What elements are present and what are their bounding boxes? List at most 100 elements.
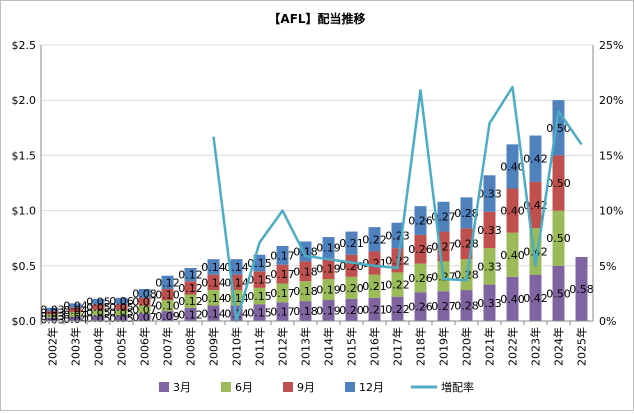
bar-data-label: 0.22	[385, 279, 410, 292]
bar-segment	[138, 305, 151, 314]
bar-segment	[253, 271, 266, 288]
bar-segment	[575, 256, 588, 321]
bar-segment	[276, 245, 289, 265]
legend-item: 増配率	[411, 380, 474, 394]
bar-segment	[253, 304, 266, 321]
bar-data-label: 0.28	[454, 300, 479, 313]
bar-segment	[276, 283, 289, 303]
bar-segment	[46, 307, 59, 312]
x-tick-label: 2013年	[299, 327, 313, 366]
bar-segment	[69, 303, 82, 308]
bar-data-label: 0.05	[86, 301, 111, 314]
bar-data-label: 0.28	[454, 238, 479, 251]
bar-segment	[483, 211, 496, 249]
bar-segment	[69, 312, 82, 317]
bar-data-label: 0.15	[247, 274, 272, 287]
y-left-tick-label: $0.0	[12, 315, 37, 328]
bar-data-label: 0.18	[293, 305, 318, 318]
bar-segment	[115, 315, 128, 321]
bar-data-label: 0.42	[523, 153, 548, 166]
bar-data-label: 0.42	[523, 245, 548, 258]
bar-data-label: 0.03	[40, 313, 65, 326]
x-tick-label: 2005年	[115, 327, 129, 366]
bar-segment	[506, 188, 519, 233]
bar-segment	[529, 135, 542, 182]
legend-swatch	[283, 382, 293, 392]
bar-segment	[345, 231, 358, 255]
x-tick-label: 2008年	[184, 327, 198, 366]
bar-segment	[414, 292, 427, 321]
bar-data-label: 0.09	[155, 310, 180, 323]
bar-data-label: 0.28	[454, 207, 479, 220]
bar-data-label: 0.17	[270, 287, 295, 300]
bar-data-label: 0.17	[270, 306, 295, 319]
bar-segment	[345, 254, 358, 277]
bar-segment	[506, 276, 519, 321]
bar-segment	[529, 181, 542, 229]
x-tick-label: 2009年	[207, 327, 221, 366]
bar-segment	[414, 206, 427, 235]
bar-data-label: 0.40	[500, 205, 525, 218]
bar-data-label: 0.23	[385, 229, 410, 242]
bar-data-label: 0.26	[408, 272, 433, 285]
bar-data-label: 0.17	[270, 268, 295, 281]
x-tick-label: 2012年	[276, 327, 290, 366]
bar-segment	[552, 265, 565, 321]
bar-segment	[161, 275, 174, 289]
bar-segment	[529, 228, 542, 275]
bar-segment	[207, 305, 220, 321]
bar-segment	[506, 144, 519, 189]
bar-data-label: 0.12	[178, 269, 203, 282]
bar-data-label: 0.14	[201, 292, 226, 305]
bar-data-label: 0.10	[155, 289, 180, 302]
bar-segment	[552, 100, 565, 156]
legend-swatch	[221, 382, 231, 392]
bar-data-label: 0.06	[109, 295, 134, 308]
x-tick-label: 2020年	[460, 327, 474, 366]
bar-data-label: 0.05	[86, 312, 111, 325]
bar-data-label: 0.15	[247, 307, 272, 320]
bar-data-label: 0.10	[155, 300, 180, 313]
bar-segment	[115, 304, 128, 310]
bar-segment	[299, 301, 312, 321]
y-right-tick-label: 25%	[599, 39, 623, 52]
x-tick-label: 2014年	[322, 327, 336, 366]
bar-data-label: 0.33	[477, 260, 502, 273]
x-tick-label: 2002年	[46, 327, 60, 366]
bar-segment	[299, 241, 312, 262]
bar-data-label: 0.18	[293, 245, 318, 258]
y-right-tick-label: 0%	[599, 315, 616, 328]
bar-data-label: 0.33	[477, 187, 502, 200]
bar-segment	[184, 294, 197, 308]
legend-item: 3月	[159, 381, 191, 394]
bar-segment	[46, 311, 59, 315]
bar-segment	[276, 302, 289, 321]
bar-data-label: 0.26	[408, 243, 433, 256]
y-right-tick-label: 10%	[599, 205, 623, 218]
bar-segment	[322, 300, 335, 321]
x-tick-label: 2015年	[345, 327, 359, 366]
bar-data-label: 0.18	[293, 285, 318, 298]
bar-data-label: 0.03	[40, 303, 65, 316]
bar-data-label: 0.27	[431, 240, 456, 253]
bar-data-label: 0.19	[316, 305, 341, 318]
bar-segment	[69, 316, 82, 321]
bar-segment	[184, 281, 197, 295]
bar-data-label: 0.33	[477, 297, 502, 310]
bar-segment	[391, 272, 404, 297]
bar-segment	[345, 298, 358, 321]
legend-label: 9月	[297, 381, 315, 394]
bar-data-label: 0.14	[201, 261, 226, 274]
bar-data-label: 0.19	[316, 263, 341, 276]
bar-data-label: 0.07	[132, 303, 157, 316]
chart-title: 【AFL】配当推移	[268, 11, 365, 26]
bar-segment	[115, 297, 128, 305]
bar-segment	[460, 228, 473, 260]
bar-data-label: 0.58	[569, 283, 594, 296]
bar-data-label: 0.18	[293, 265, 318, 278]
bar-data-label: 0.05	[109, 301, 134, 314]
bar-segment	[552, 155, 565, 211]
x-tick-label: 2006年	[138, 327, 152, 366]
y-right-tick-label: 20%	[599, 94, 623, 107]
